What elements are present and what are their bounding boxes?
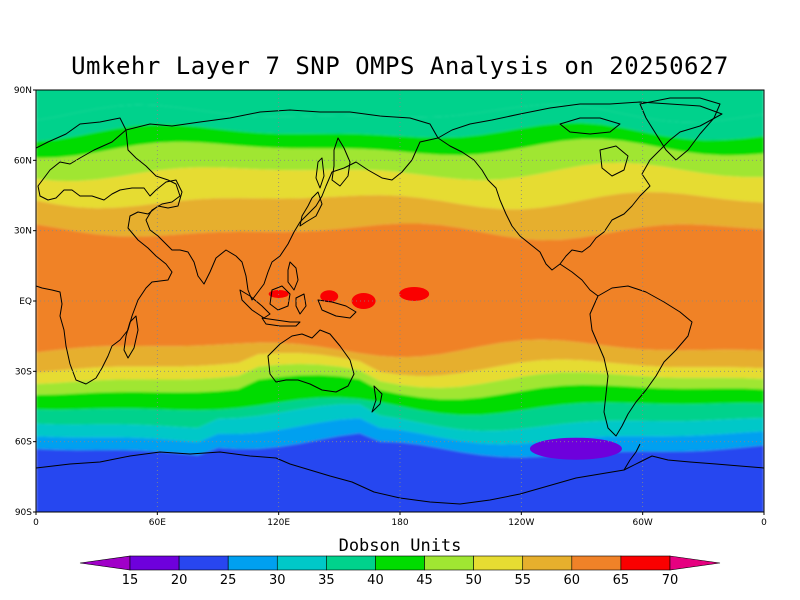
- ozone-maximum-0: [268, 289, 289, 298]
- ozone-band-1: [36, 104, 764, 142]
- chart-title: Umkehr Layer 7 SNP OMPS Analysis on 2025…: [71, 52, 729, 80]
- ozone-band-9: [36, 363, 764, 400]
- colorbar-label-9: 60: [564, 573, 581, 588]
- colorbar-swatch-2: [178, 555, 229, 571]
- coast-africa-europe: [36, 117, 183, 385]
- coast-south-america: [589, 285, 693, 437]
- lat-tick-label-0: 90N: [14, 86, 32, 96]
- colorbar-swatch-6: [375, 555, 425, 571]
- colorbar: 15 20 25 30 35 40 45 50 55 60 65 70: [79, 555, 721, 588]
- colorbar-label-11: 70: [662, 573, 679, 588]
- lat-tick-label-4: 30S: [15, 367, 32, 377]
- coast-sakhalin: [315, 157, 325, 189]
- ozone-band-2: [36, 122, 764, 159]
- colorbar-swatch-1: [129, 555, 180, 571]
- longitude-ticks: 0 60E 120E 180 120W 60W 0: [33, 512, 767, 528]
- coast-new-zealand: [371, 385, 383, 413]
- lat-tick-label-6: 90S: [15, 508, 32, 518]
- coast-sumatra: [239, 289, 271, 319]
- coast-borneo: [269, 285, 291, 311]
- ozone-field: [36, 90, 764, 512]
- ozone-maximum-2: [351, 293, 376, 309]
- colorbar-label-4: 35: [318, 573, 335, 588]
- lat-tick-label-2: 30N: [14, 227, 32, 237]
- coast-greenland: [639, 97, 721, 161]
- colorbar-label-5: 40: [367, 573, 384, 588]
- colorbar-swatch-7: [424, 555, 474, 571]
- lon-tick-label-3: 180: [391, 518, 408, 528]
- coast-antarctic-peninsula: [623, 443, 641, 471]
- colorbar-swatch-12: [669, 555, 721, 571]
- coast-arctic-islands: [559, 117, 621, 135]
- coast-madagascar: [123, 315, 139, 359]
- colorbar-label-2: 25: [220, 573, 237, 588]
- ozone-band-12: [36, 404, 764, 445]
- colorbar-swatch-10: [571, 555, 622, 571]
- lon-tick-label-4: 120W: [508, 518, 534, 528]
- coast-sulawesi: [295, 293, 307, 315]
- lon-tick-label-5: 60W: [632, 518, 652, 528]
- ozone-maximum-1: [320, 290, 339, 303]
- ozone-minimum-0: [529, 437, 622, 460]
- latitude-ticks: 90N 60N 30N EQ 30S 60S 90S: [14, 86, 36, 518]
- map-graticule: [36, 90, 764, 512]
- coast-java: [261, 317, 301, 327]
- lon-tick-label-2: 120E: [267, 518, 290, 528]
- coastlines: [36, 97, 764, 505]
- coast-central-america: [559, 263, 599, 297]
- lon-tick-label-0: 0: [33, 518, 39, 528]
- colorbar-label-0: 15: [122, 573, 139, 588]
- colorbar-label-3: 30: [269, 573, 286, 588]
- ozone-extrema: [268, 286, 622, 460]
- coast-asia: [125, 109, 439, 301]
- ozone-band-7: [36, 339, 764, 377]
- coast-new-guinea: [317, 299, 357, 319]
- ozone-band-8: [36, 353, 764, 388]
- colorbar-swatch-4: [276, 555, 327, 571]
- colorbar-swatch-3: [227, 555, 278, 571]
- coast-north-america: [437, 101, 723, 271]
- ozone-band-14: [36, 433, 764, 512]
- ozone-maximum-3: [399, 286, 430, 301]
- lat-tick-label-1: 60N: [14, 156, 32, 166]
- lon-tick-label-6: 0: [761, 518, 767, 528]
- coast-japan: [299, 191, 323, 227]
- coast-hudson-bay: [599, 145, 629, 177]
- lat-tick-label-3: EQ: [19, 297, 32, 307]
- colorbar-label-1: 20: [171, 573, 188, 588]
- ozone-band-10: [36, 374, 764, 416]
- colorbar-swatch-9: [522, 555, 573, 571]
- colorbar-swatch-8: [473, 555, 524, 571]
- colorbar-label-7: 50: [465, 573, 482, 588]
- colorbar-swatch-5: [326, 555, 376, 571]
- colorbar-swatch-11: [620, 555, 671, 571]
- coast-kamchatka: [331, 137, 351, 187]
- colorbar-label-6: 45: [416, 573, 433, 588]
- colorbar-label-10: 65: [613, 573, 630, 588]
- lat-tick-label-5: 60S: [15, 438, 32, 448]
- colorbar-title: Dobson Units: [338, 536, 462, 556]
- coast-philippines: [287, 261, 299, 291]
- lon-tick-label-1: 60E: [149, 518, 166, 528]
- colorbar-label-8: 55: [514, 573, 531, 588]
- colorbar-swatch-0: [79, 555, 131, 571]
- coast-australia: [267, 329, 355, 393]
- coast-antarctica: [36, 451, 764, 505]
- ozone-band-5: [36, 191, 764, 241]
